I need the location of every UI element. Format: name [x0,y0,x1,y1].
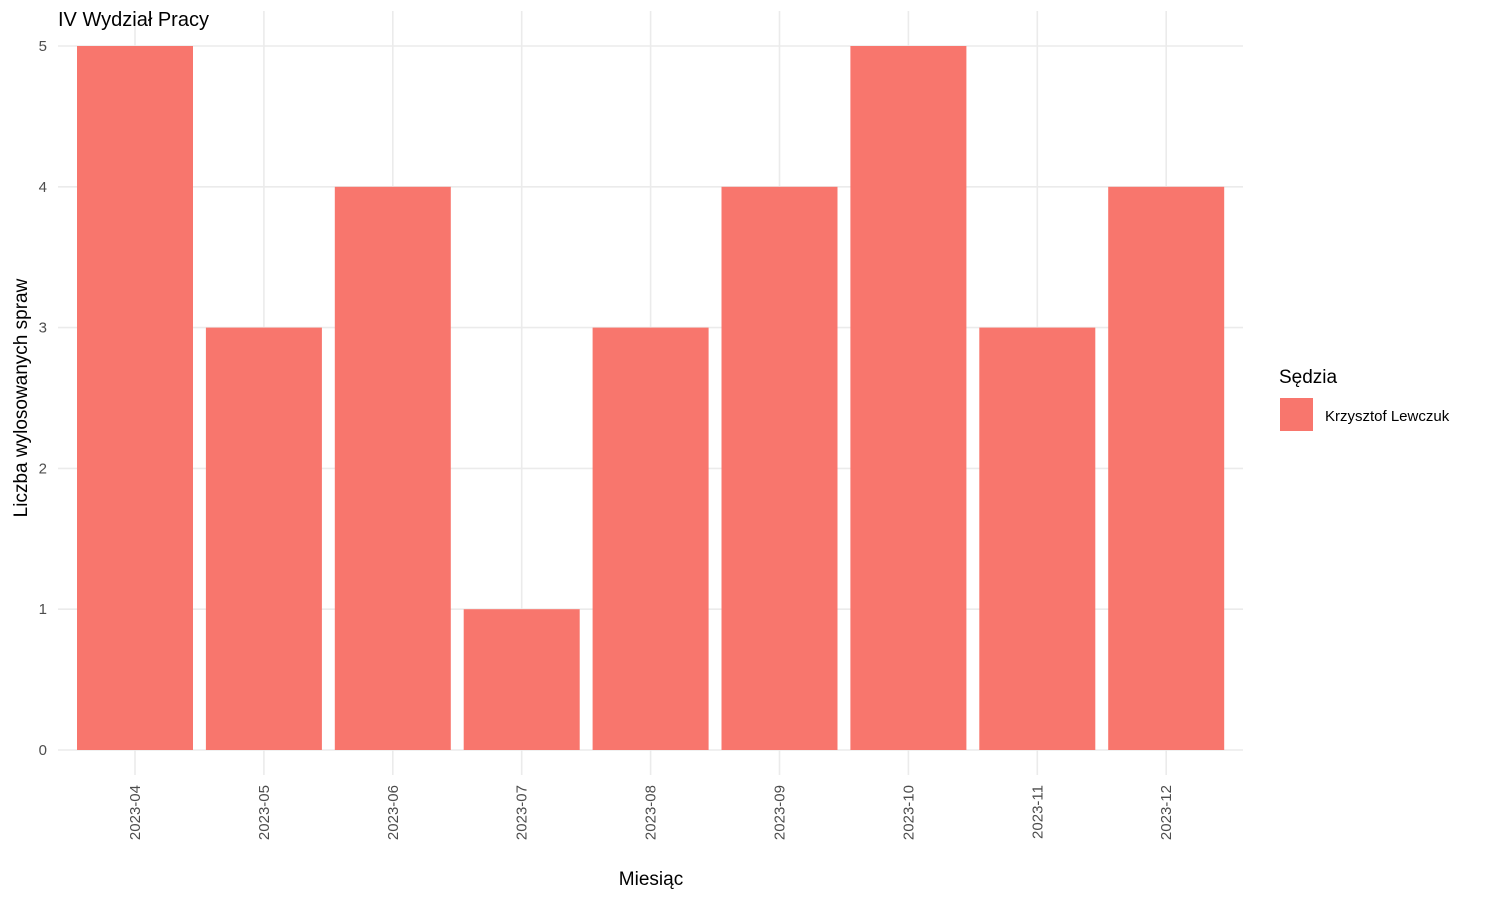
y-tick-label: 5 [39,38,47,55]
y-tick-label: 2 [39,460,47,477]
x-tick-label: 2023-11 [1029,785,1046,839]
legend-key-swatch [1280,398,1313,431]
y-axis-title: Liczba wylosowanych spraw [11,278,32,517]
x-tick-label: 2023-06 [385,785,402,840]
y-tick-label: 1 [39,601,47,618]
y-tick-label: 4 [39,179,47,196]
bar [850,46,967,750]
bar [1108,186,1225,751]
x-tick-label: 2023-07 [514,785,531,840]
x-axis-title: Miesiąc [619,869,683,890]
x-tick-label: 2023-09 [772,785,789,840]
legend-label: Krzysztof Lewczuk [1325,408,1450,425]
chart-title: IV Wydział Pracy [58,9,209,31]
bar [77,46,193,750]
bar [463,609,580,750]
bar [979,327,1096,750]
bar [592,327,709,750]
bars [77,46,1225,751]
x-tick-label: 2023-04 [127,785,144,840]
bar [721,186,838,751]
bar [334,186,451,751]
x-tick-label: 2023-08 [643,785,660,840]
bar [205,327,322,750]
x-tick-label: 2023-12 [1158,785,1175,840]
x-axis-ticks: 2023-04 2023-05 2023-06 2023-07 2023-08 2023-… [127,785,1175,840]
y-tick-label: 0 [39,742,47,759]
x-tick-label: 2023-05 [256,785,273,840]
legend-title: Sędzia [1279,367,1338,388]
y-tick-label: 3 [39,320,47,337]
x-tick-label: 2023-10 [900,785,917,840]
legend: Sędzia Krzysztof Lewczuk [1279,367,1450,431]
y-axis-ticks: 0 1 2 3 4 5 [39,38,47,759]
